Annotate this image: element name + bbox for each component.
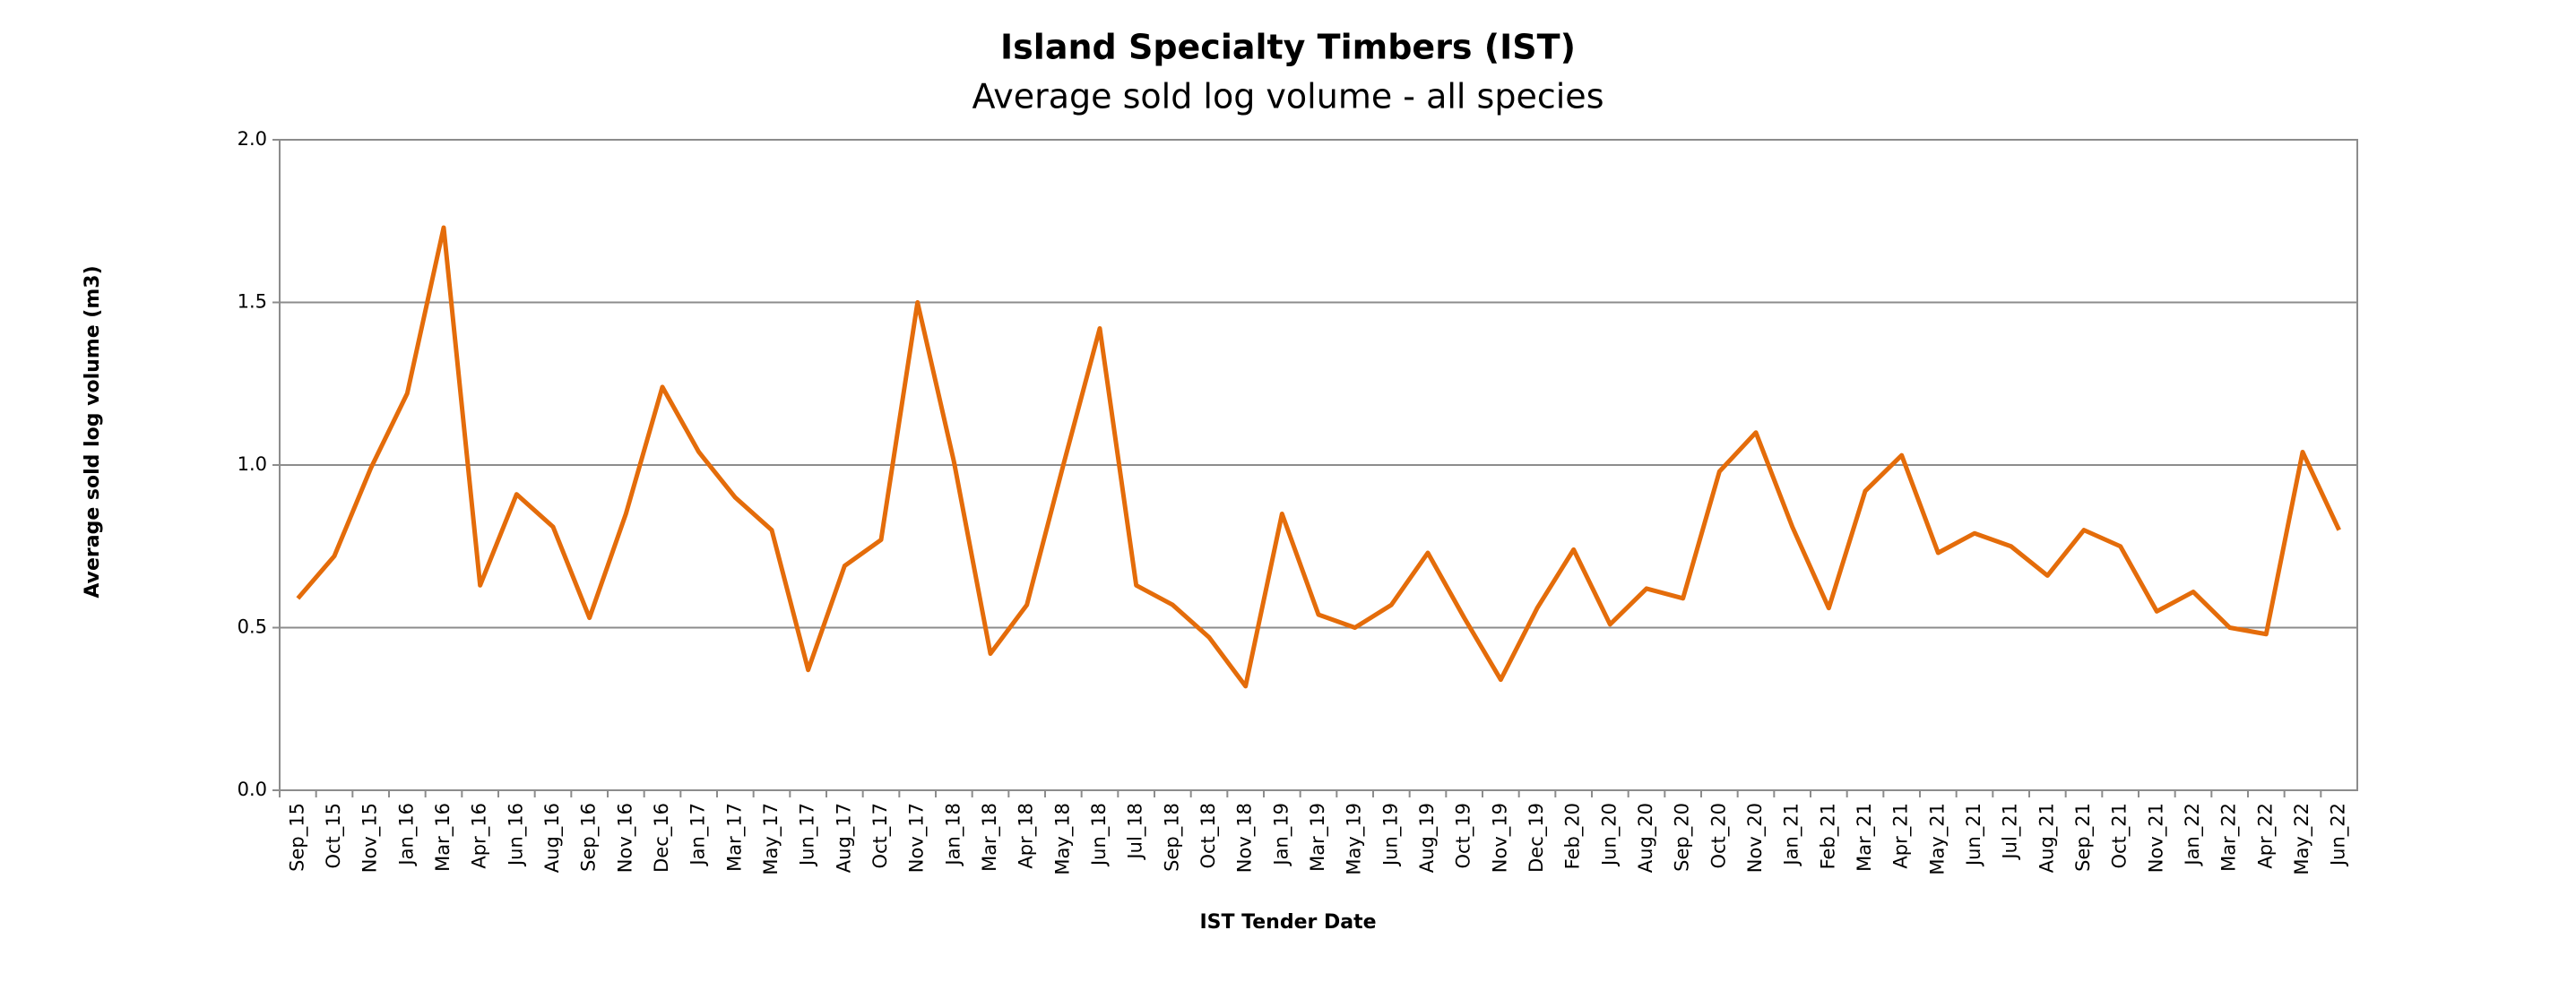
x-tick-label: Jun_17	[797, 803, 819, 867]
x-tick-label: Mar_22	[2218, 803, 2241, 872]
x-tick-label: Jun_20	[1598, 803, 1621, 867]
x-tick-label: Jun_18	[1088, 803, 1111, 867]
x-tick-label: Nov_18	[1234, 803, 1257, 873]
x-tick-label: Dec_16	[651, 803, 673, 873]
x-tick-label: Feb_21	[1817, 803, 1839, 869]
y-tick-label: 0.5	[238, 616, 267, 638]
x-tick-label: Nov_21	[2145, 803, 2167, 873]
x-tick-label: Sep_21	[2072, 803, 2095, 872]
x-tick-label: Oct_21	[2109, 803, 2131, 869]
x-tick-label: Sep_16	[578, 803, 601, 872]
x-tick-label: Jan_22	[2182, 803, 2204, 867]
x-tick-label: Oct_17	[869, 803, 892, 869]
y-tick-label: 1.0	[238, 453, 267, 475]
x-tick-label: May_19	[1344, 803, 1366, 875]
x-tick-label: Apr_16	[469, 803, 491, 869]
chart-subtitle: Average sold log volume - all species	[972, 77, 1604, 116]
x-tick-label: May_21	[1926, 803, 1949, 875]
line-series	[296, 225, 2341, 689]
y-tick-label: 1.5	[238, 291, 267, 313]
x-tick-label: Sep_18	[1161, 803, 1183, 872]
x-tick-label: Jan_17	[687, 803, 710, 867]
x-tick-label: Jan_18	[942, 803, 964, 867]
x-tick-label: Aug_16	[541, 803, 564, 873]
x-tick-label: May_17	[760, 803, 782, 875]
x-tick-label: Sep_15	[286, 803, 308, 872]
x-tick-label: Feb_20	[1562, 803, 1585, 869]
x-tick-label: Oct_18	[1197, 803, 1220, 869]
x-tick-label: Mar_17	[723, 803, 746, 872]
x-tick-label: Jun_22	[2328, 803, 2350, 867]
x-tick-label: Mar_18	[979, 803, 1001, 872]
x-tick-label: Mar_19	[1307, 803, 1329, 872]
x-tick-label: Nov_20	[1744, 803, 1767, 873]
x-tick-label: Mar_21	[1854, 803, 1876, 872]
x-tick-label: Nov_16	[614, 803, 636, 873]
y-tick-label: 2.0	[238, 128, 267, 150]
x-tick-label: Nov_17	[906, 803, 929, 873]
x-tick-label: Jan_21	[1781, 803, 1803, 867]
x-tick-label: Jul_18	[1125, 803, 1147, 861]
x-tick-label: Sep_20	[1672, 803, 1694, 872]
x-tick-label: Aug_21	[2036, 803, 2058, 873]
chart-title: Island Specialty Timbers (IST)	[1000, 28, 1576, 67]
x-tick-label: Aug_19	[1416, 803, 1439, 873]
x-tick-label: Oct_20	[1707, 803, 1730, 869]
x-tick-label: Apr_22	[2254, 803, 2277, 869]
x-tick-label: May_22	[2291, 803, 2313, 875]
x-tick-label: Aug_17	[833, 803, 855, 873]
x-tick-label: Jun_21	[1963, 803, 1985, 867]
x-tick-label: Aug_20	[1635, 803, 1657, 873]
x-tick-label: Oct_15	[323, 803, 345, 869]
x-tick-label: Nov_15	[359, 803, 382, 873]
x-tick-label: Jan_19	[1270, 803, 1292, 867]
y-tick-label: 0.0	[238, 779, 267, 800]
x-tick-label: Jun_19	[1379, 803, 1402, 867]
x-tick-label: May_18	[1051, 803, 1074, 875]
x-tick-label: Mar_16	[432, 803, 454, 872]
y-axis-title: Average sold log volume (m3)	[82, 265, 104, 598]
x-tick-label: Oct_19	[1453, 803, 1475, 869]
x-tick-label: Dec_19	[1526, 803, 1548, 873]
plot-frame	[279, 139, 2358, 791]
x-tick-label: Apr_18	[1016, 803, 1038, 869]
x-tick-label: Jul_21	[2000, 803, 2022, 861]
x-tick-label: Jun_16	[505, 803, 527, 867]
x-tick-label: Apr_21	[1890, 803, 1913, 869]
x-tick-label: Nov_19	[1489, 803, 1511, 873]
x-tick-label: Jan_16	[395, 803, 418, 867]
x-axis-title: IST Tender Date	[1199, 911, 1376, 934]
